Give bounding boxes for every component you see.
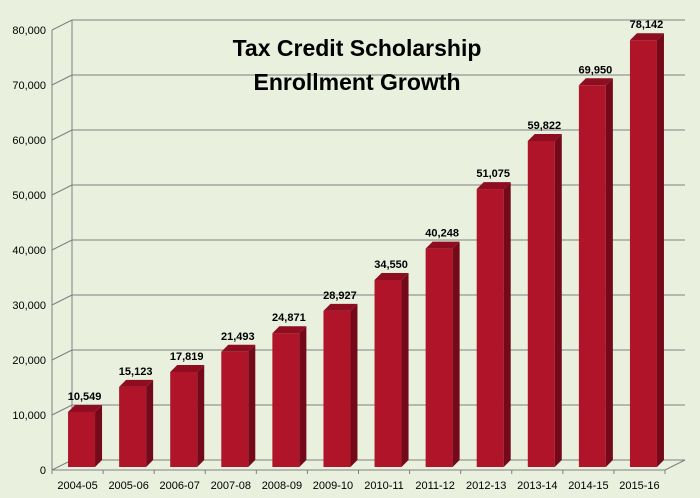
gridline-depth xyxy=(51,294,73,306)
bar-side xyxy=(299,326,307,467)
data-label: 15,123 xyxy=(119,366,153,378)
bar xyxy=(119,386,147,467)
bar-top xyxy=(425,241,460,249)
bar-top xyxy=(578,78,613,86)
gridline-depth xyxy=(51,404,73,416)
y-tick-label: 0 xyxy=(40,465,46,477)
x-tick-label: 2009-10 xyxy=(313,480,353,492)
bar xyxy=(170,371,198,467)
bar-top xyxy=(221,344,256,352)
y-tick-label: 10,000 xyxy=(12,410,46,422)
axes xyxy=(51,20,686,474)
x-tick-label: 2011-12 xyxy=(415,480,455,492)
bar-top xyxy=(629,33,664,41)
x-tick-label: 2012-13 xyxy=(466,480,506,492)
bar-side xyxy=(248,344,256,467)
bar-side xyxy=(452,241,460,467)
y-tick-label: 20,000 xyxy=(12,355,46,367)
x-tick-label: 2008-09 xyxy=(262,480,302,492)
chart-title-line-1: Tax Credit Scholarship xyxy=(233,35,482,61)
bar-top xyxy=(272,326,307,334)
bar xyxy=(68,411,96,467)
bar-side xyxy=(146,379,154,467)
data-label: 28,927 xyxy=(323,290,357,302)
bar xyxy=(527,140,555,467)
y-tick-label: 50,000 xyxy=(12,190,46,202)
gridline-depth xyxy=(51,184,73,196)
data-label: 51,075 xyxy=(476,168,510,180)
x-tick-label: 2004-05 xyxy=(57,480,97,492)
y-tick-labels: 0 10,000 20,000 30,000 40,000 50,000 60,000 70,… xyxy=(12,25,46,477)
data-label: 24,871 xyxy=(272,312,306,324)
y-tick-label: 40,000 xyxy=(12,245,46,257)
y-tick-label: 70,000 xyxy=(12,80,46,92)
data-label: 69,950 xyxy=(579,64,613,76)
x-tick-label: 2005-06 xyxy=(108,480,148,492)
bar-top xyxy=(374,272,409,280)
bar-top xyxy=(527,133,562,141)
x-tick-label: 2014-15 xyxy=(568,480,608,492)
data-label: 10,549 xyxy=(68,391,102,403)
x-tick-label: 2006-07 xyxy=(160,480,200,492)
floor-right-edge xyxy=(664,459,686,471)
bars xyxy=(68,33,664,468)
data-label: 34,550 xyxy=(374,259,408,271)
bar xyxy=(629,40,657,468)
bar xyxy=(425,248,453,467)
bar-side xyxy=(197,364,205,467)
bar xyxy=(476,189,504,467)
data-label: 21,493 xyxy=(221,331,255,343)
y-tick-label: 80,000 xyxy=(12,25,46,37)
x-tick-labels: 2004-05 2005-06 2006-07 2007-08 2008-09 2009-… xyxy=(57,480,659,492)
x-tick-label: 2010-11 xyxy=(364,480,404,492)
bar-side xyxy=(605,78,613,468)
bar-top xyxy=(119,379,154,387)
gridline-depth xyxy=(51,349,73,361)
bar xyxy=(578,85,606,468)
data-label: 40,248 xyxy=(425,228,459,240)
bar-side xyxy=(656,33,664,468)
bar-top xyxy=(170,364,205,372)
bar-top xyxy=(323,303,358,311)
data-labels: 10,549 15,123 17,819 21,493 24,871 28,927 34,5… xyxy=(68,19,664,403)
data-label: 59,822 xyxy=(527,120,561,132)
bar xyxy=(374,279,402,467)
data-label: 78,142 xyxy=(630,19,664,31)
bar-side xyxy=(95,404,103,467)
gridline-depth xyxy=(51,239,73,251)
x-tick-label: 2015-16 xyxy=(619,480,659,492)
bar-top xyxy=(68,404,103,412)
bar xyxy=(272,333,300,467)
bar-side xyxy=(401,272,409,467)
x-tick-label: 2013-14 xyxy=(517,480,557,492)
x-tick-label: 2007-08 xyxy=(211,480,251,492)
bar xyxy=(323,310,351,467)
chart-title-line-2: Enrollment Growth xyxy=(254,69,461,95)
y-tick-label: 60,000 xyxy=(12,135,46,147)
bar-side xyxy=(554,133,562,467)
data-label: 17,819 xyxy=(170,351,204,363)
bar-side xyxy=(503,182,511,467)
bar xyxy=(221,351,249,467)
bar-top xyxy=(476,182,511,190)
gridline-depth xyxy=(51,19,73,31)
y-tick-label: 30,000 xyxy=(12,300,46,312)
bar-side xyxy=(350,303,358,467)
gridline-depth xyxy=(51,74,73,86)
gridline-depth xyxy=(51,129,73,141)
